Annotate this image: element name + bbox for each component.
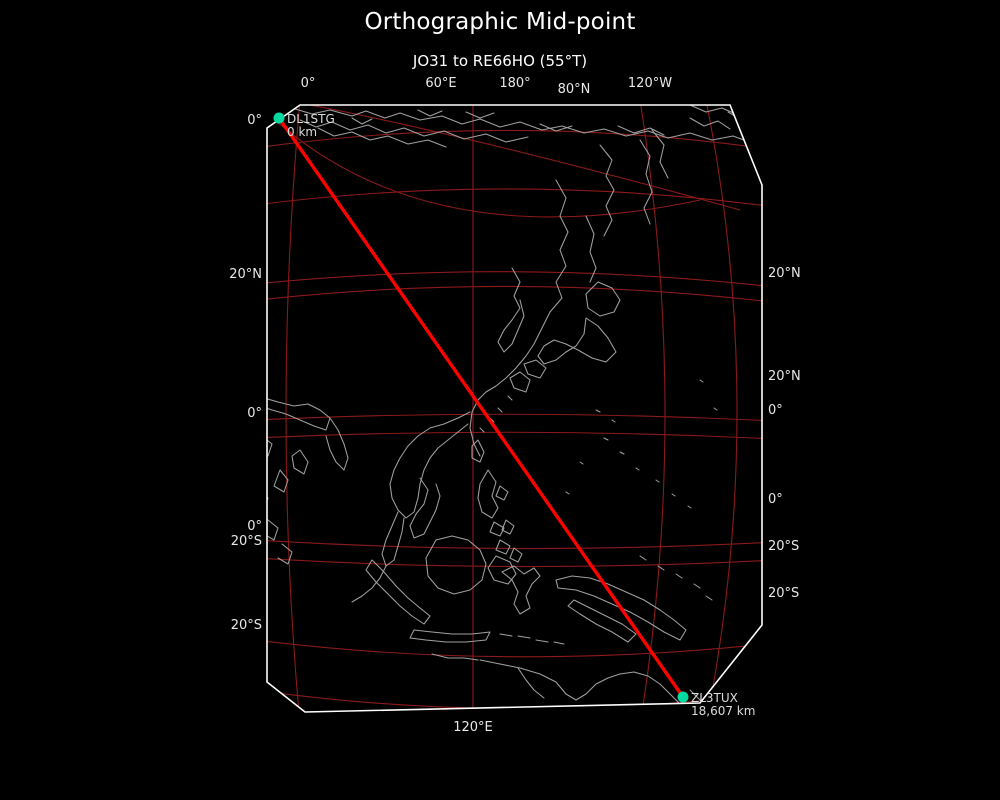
axis-labels-right: 20°N 20°N 0° 0° 20°S 20°S: [768, 266, 801, 601]
axis-labels-top: 0° 60°E 180° 80°N 120°W: [301, 76, 673, 97]
station-distance-zl3tux: 18,607 km: [691, 704, 755, 718]
station-labels: DL1STG 0 km ZL3TUX 18,607 km: [287, 112, 755, 718]
page-subtitle: JO31 to RE66HO (55°T): [412, 52, 588, 70]
axis-label-right-1: 20°N: [768, 369, 801, 384]
axis-label-right-4: 20°S: [768, 539, 799, 554]
axis-label-left-4: 20°S: [231, 534, 262, 549]
map-background: [267, 105, 762, 712]
axis-label-right-5: 20°S: [768, 586, 799, 601]
axis-label-left-5: 20°S: [231, 618, 262, 633]
axis-label-left-2: 0°: [247, 406, 262, 421]
great-circle-path: [277, 117, 685, 698]
axis-labels-left: 0° 20°N 0° 0° 20°S 20°S: [229, 113, 262, 633]
station-distance-dl1stg: 0 km: [287, 125, 317, 139]
axis-label-right-0: 20°N: [768, 266, 801, 281]
axis-label-left-3: 0°: [247, 519, 262, 534]
axis-label-right-3: 0°: [768, 492, 783, 507]
station-marker-dl1stg[interactable]: [273, 112, 285, 124]
station-marker-zl3tux[interactable]: [677, 691, 689, 703]
map-frame: [266, 104, 763, 713]
axis-label-top-3: 80°N: [558, 82, 591, 97]
axis-label-top-2: 180°: [499, 76, 530, 91]
axis-label-top-1: 60°E: [425, 76, 456, 91]
page-title: Orthographic Mid-point: [364, 9, 636, 35]
axis-label-bottom-0: 120°E: [453, 720, 493, 735]
axis-labels-bottom: 120°E: [453, 720, 493, 735]
axis-label-left-1: 20°N: [229, 267, 262, 282]
station-callsign-zl3tux: ZL3TUX: [691, 691, 738, 705]
station-callsign-dl1stg: DL1STG: [287, 112, 335, 126]
axis-label-top-4: 120°W: [628, 76, 672, 91]
axis-label-top-0: 0°: [301, 76, 316, 91]
coastlines: [267, 105, 757, 712]
station-marker-group[interactable]: [273, 112, 689, 703]
axis-label-left-0: 0°: [247, 113, 262, 128]
map-interior: [267, 105, 762, 712]
axis-label-right-2: 0°: [768, 403, 783, 418]
